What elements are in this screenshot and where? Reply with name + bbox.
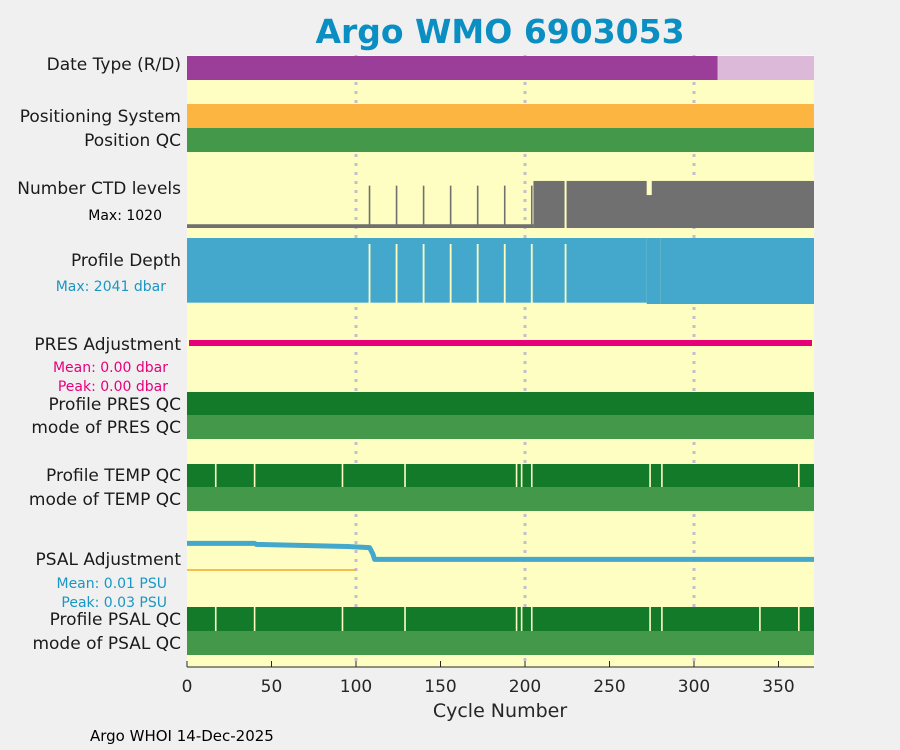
row-label-profile-temp-qc: Profile TEMP QC — [46, 466, 181, 486]
profile-depth-max-label: Max: 2041 dbar — [56, 279, 167, 295]
profile-depth-gap-156 — [449, 244, 452, 304]
profile-depth-segment-3 — [660, 238, 814, 304]
psal-adjustment-line — [187, 540, 814, 562]
profile-psal-qc-bar — [187, 607, 814, 631]
psal-adjustment-peak-label: Peak: 0.03 PSU — [61, 595, 167, 611]
ctd-levels-spike-156 — [449, 185, 452, 228]
profile-depth-gap-172 — [476, 244, 479, 304]
chart-title: Argo WMO 6903053 — [315, 12, 684, 51]
positioning-system-bar — [187, 104, 814, 128]
temp-qc-gap-362 — [797, 464, 800, 487]
profile-depth-segment-0 — [187, 238, 534, 303]
psal-qc-gap-92 — [341, 607, 344, 631]
ctd-levels-spike-108 — [368, 185, 371, 228]
x-tick-label-350: 350 — [762, 677, 794, 697]
psal-qc-gap-195 — [515, 607, 518, 631]
row-label-mode-pres-qc: mode of PRES QC — [31, 418, 181, 438]
x-tick-label-300: 300 — [678, 677, 710, 697]
psal-qc-gap-17 — [214, 607, 217, 631]
x-tick-label-250: 250 — [593, 677, 625, 697]
mode-psal-qc-bar — [187, 631, 814, 655]
psal-qc-gap-274 — [649, 607, 651, 631]
profile-depth-segment-2 — [646, 238, 661, 304]
psal-qc-gap-281 — [661, 607, 663, 631]
mode-temp-qc-bar — [187, 487, 814, 511]
row-label-positioning-system: Positioning System — [20, 107, 181, 127]
profile-depth-gap-204 — [530, 244, 533, 304]
pres-adjustment-line — [189, 340, 812, 346]
position-qc-bar — [187, 128, 814, 152]
ctd-levels-spike-124 — [395, 185, 398, 228]
row-label-profile-depth: Profile Depth — [71, 251, 181, 271]
date-type-segment-D — [187, 56, 718, 80]
ctd-levels-gap-224 — [564, 180, 567, 228]
temp-qc-gap-204 — [530, 464, 533, 487]
row-label-mode-psal-qc: mode of PSAL QC — [32, 634, 181, 654]
mode-pres-qc-bar — [187, 415, 814, 439]
temp-qc-gap-274 — [649, 464, 651, 487]
x-tick-label-150: 150 — [424, 677, 456, 697]
temp-qc-gap-17 — [214, 464, 217, 487]
psal-qc-gap-40 — [253, 607, 256, 631]
ctd-levels-spike-188 — [503, 185, 506, 228]
psal-qc-gap-204 — [530, 607, 533, 631]
psal-qc-gap-198 — [520, 607, 523, 631]
psal-qc-gap-129 — [404, 607, 406, 631]
profile-pres-qc-bar — [187, 392, 814, 415]
temp-qc-gap-198 — [520, 464, 523, 487]
profile-temp-qc-bar — [187, 464, 814, 487]
row-label-date-type: Date Type (R/D) — [47, 55, 181, 75]
row-label-mode-temp-qc: mode of TEMP QC — [29, 490, 181, 510]
profile-depth-gap-224 — [564, 244, 567, 304]
pres-adjustment-peak-label: Peak: 0.00 dbar — [58, 379, 168, 395]
ctd-levels-spike-172 — [476, 185, 479, 228]
row-label-psal-adjustment: PSAL Adjustment — [36, 550, 182, 570]
row-label-profile-pres-qc: Profile PRES QC — [48, 395, 181, 415]
ctd-levels-segment-1 — [533, 180, 814, 228]
temp-qc-gap-195 — [515, 464, 518, 487]
profile-depth-gap-140 — [422, 244, 425, 304]
footer-credit: Argo WHOI 14-Dec-2025 — [90, 727, 274, 745]
ctd-levels-max-label: Max: 1020 — [88, 208, 162, 224]
profile-depth-segment-1 — [533, 238, 647, 303]
date-type-segment-R — [717, 56, 814, 80]
psal-qc-gap-339 — [759, 607, 761, 631]
psal-adjustment-mean-label: Mean: 0.01 PSU — [56, 576, 167, 592]
row-label-position-qc: Position QC — [84, 131, 181, 151]
ctd-levels-spike-140 — [422, 185, 425, 228]
temp-qc-gap-129 — [404, 464, 406, 487]
ctd-levels-spike-204 — [530, 185, 533, 228]
plot-background — [187, 55, 814, 667]
profile-depth-gap-124 — [395, 244, 398, 304]
ctd-levels-segment-0 — [187, 224, 534, 228]
x-tick-label-200: 200 — [509, 677, 541, 697]
temp-qc-gap-281 — [661, 464, 663, 487]
x-tick-label-100: 100 — [340, 677, 372, 697]
ctd-levels-dip-0 — [646, 180, 652, 196]
temp-qc-gap-40 — [253, 464, 256, 487]
profile-depth-gap-108 — [368, 244, 371, 304]
row-label-ctd-levels: Number CTD levels — [17, 179, 181, 199]
x-tick-label-0: 0 — [182, 677, 193, 697]
x-tick-label-50: 50 — [261, 677, 283, 697]
pres-adjustment-mean-label: Mean: 0.00 dbar — [53, 360, 168, 376]
temp-qc-gap-92 — [341, 464, 344, 487]
profile-depth-gap-188 — [503, 244, 506, 304]
psal-qc-gap-362 — [797, 607, 800, 631]
row-label-pres-adjustment: PRES Adjustment — [34, 335, 181, 355]
row-label-profile-psal-qc: Profile PSAL QC — [50, 610, 181, 630]
x-axis-label: Cycle Number — [433, 700, 567, 722]
